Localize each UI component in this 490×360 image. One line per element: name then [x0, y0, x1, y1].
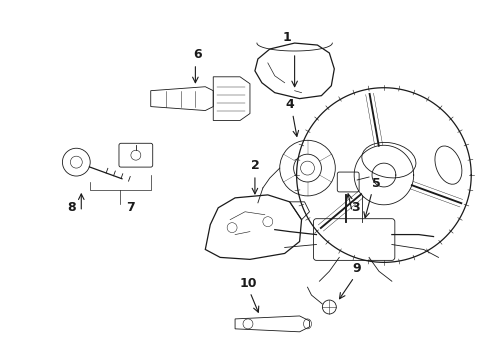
Text: 9: 9 [353, 262, 362, 275]
Text: 10: 10 [239, 277, 257, 290]
Text: 5: 5 [371, 177, 380, 190]
Text: 7: 7 [126, 201, 135, 214]
Text: 6: 6 [193, 48, 202, 61]
Text: 3: 3 [351, 201, 360, 214]
Text: 8: 8 [67, 201, 75, 214]
Text: 4: 4 [285, 98, 294, 111]
Text: 1: 1 [282, 31, 291, 44]
Text: 2: 2 [250, 159, 259, 172]
